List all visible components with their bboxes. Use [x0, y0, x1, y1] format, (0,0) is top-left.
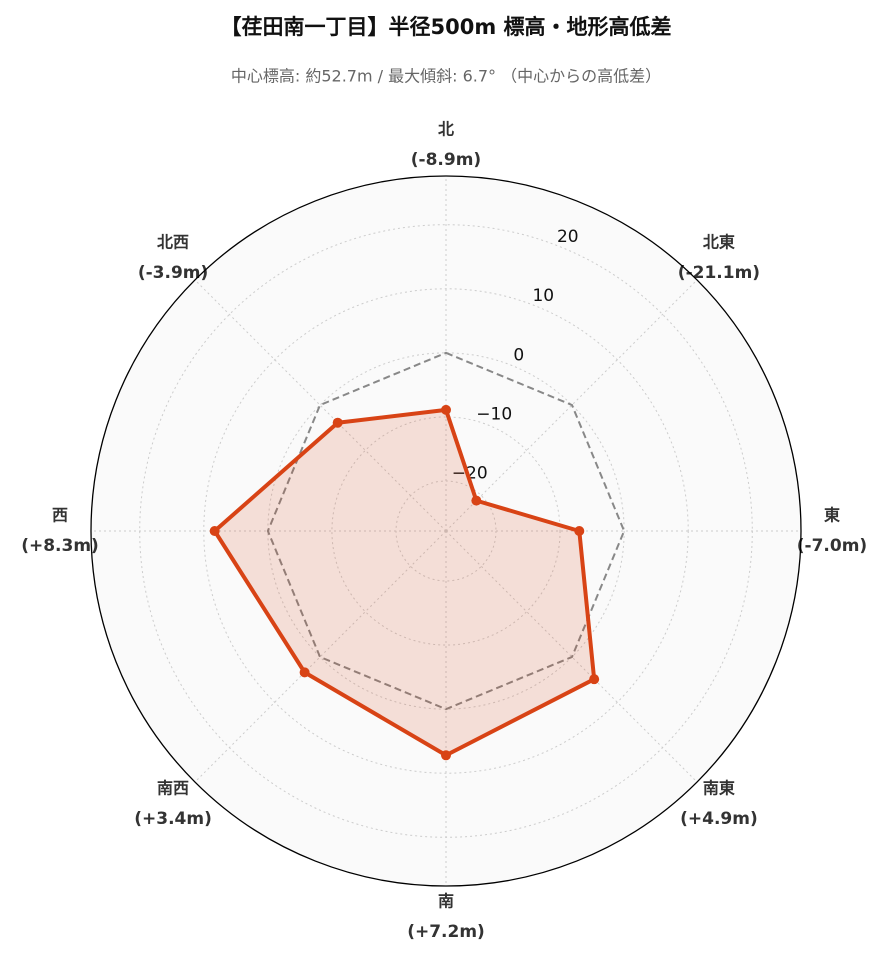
value-label: (+4.9m)	[680, 809, 758, 829]
spoke	[445, 279, 698, 532]
category-label: 西	[52, 506, 68, 525]
r-tick-label: 10	[532, 286, 554, 306]
grid-circle	[395, 480, 497, 582]
category-label: 北	[438, 120, 454, 139]
reference-line	[266, 351, 626, 711]
value-label: (-8.9m)	[411, 150, 481, 170]
spoke	[445, 530, 698, 783]
chart-subtitle: 中心標高: 約52.7m / 最大傾斜: 6.7° （中心からの高低差）	[231, 67, 661, 86]
category-label: 南東	[703, 778, 735, 797]
spoke	[194, 279, 447, 532]
data-point	[574, 526, 585, 536]
value-label: (-7.0m)	[797, 536, 867, 556]
category-label: 南西	[157, 778, 189, 797]
spoke	[194, 530, 447, 783]
r-tick-label: 20	[557, 227, 579, 247]
r-tick-label: −10	[476, 405, 512, 425]
data-point	[589, 674, 600, 685]
value-label: (-21.1m)	[678, 263, 760, 283]
category-label: 北西	[157, 233, 189, 252]
grid-circle	[267, 352, 625, 710]
data-point	[471, 495, 482, 506]
data-point	[209, 526, 220, 536]
value-label: (+3.4m)	[134, 809, 212, 829]
category-label: 東	[824, 506, 840, 525]
value-label: (-3.9m)	[138, 263, 208, 283]
chart-title: 【荏田南一丁目】半径500m 標高・地形高低差	[220, 15, 671, 39]
data-point	[299, 667, 310, 678]
grid-circle	[331, 416, 561, 646]
data-point	[332, 417, 343, 428]
data-point	[441, 404, 451, 415]
value-label: (+7.2m)	[407, 922, 485, 942]
plot-border	[90, 175, 802, 887]
r-tick-label: 0	[513, 345, 524, 365]
value-label: (+8.3m)	[21, 536, 99, 556]
grid-circle	[203, 288, 689, 774]
category-label: 北東	[703, 233, 735, 252]
category-label: 南	[438, 892, 454, 911]
r-tick-label: −20	[452, 464, 488, 484]
data-point	[441, 750, 451, 761]
